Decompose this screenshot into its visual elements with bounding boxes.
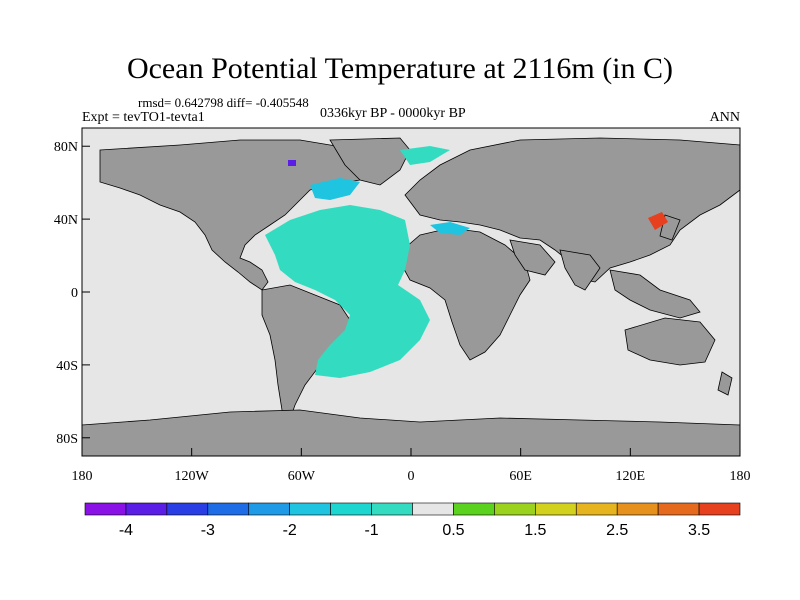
land-south-america <box>261 284 351 427</box>
colorbar-swatch-14 <box>657 502 700 516</box>
anomaly-purple-spot <box>288 160 296 166</box>
x-axis: 180 120W 60W 0 60E 120E 180 <box>72 448 751 484</box>
land-africa <box>399 227 531 361</box>
colorbar-swatch-12 <box>575 502 618 516</box>
anomaly-mediterranean <box>430 222 470 235</box>
anomaly-japan-sea <box>648 212 668 230</box>
y-tick-label-1: 40N <box>54 213 78 228</box>
colorbar-swatch-11 <box>535 502 577 516</box>
x-tick-label-4: 60E <box>509 469 532 484</box>
period-label: 0336kyr BP - 0000kyr BP <box>320 106 466 121</box>
y-axis: 80N 40N 0 40S 80S <box>54 140 90 447</box>
colorbar-swatch-7 <box>371 502 413 516</box>
anomaly-atlantic <box>265 205 430 378</box>
colorbar-swatch-10 <box>494 502 536 516</box>
colorbar-swatch-5 <box>289 502 331 516</box>
x-tick-label-1: 120W <box>175 469 210 484</box>
colorbar: -4 -3 -2 -1 0.5 1.5 2.5 3.5 <box>84 502 741 539</box>
y-tick-label-4: 80S <box>56 432 78 447</box>
y-tick-label-3: 40S <box>56 359 78 374</box>
colorbar-label-7: 3.5 <box>688 522 710 539</box>
x-tick-label-3: 0 <box>408 469 415 484</box>
x-tick-label-6: 180 <box>730 469 751 484</box>
colorbar-label-0: -4 <box>119 522 133 539</box>
season-label: ANN <box>709 110 740 125</box>
land-layer <box>81 137 741 457</box>
y-tick-label-0: 80N <box>54 140 78 155</box>
colorbar-swatch-0 <box>84 502 127 516</box>
colorbar-swatch-4 <box>248 502 290 516</box>
land-se-asia <box>609 269 701 319</box>
x-tick-label-2: 60W <box>288 469 316 484</box>
anomaly-arctic <box>400 146 450 165</box>
colorbar-swatch-13 <box>616 502 659 516</box>
x-tick-label-5: 120E <box>616 469 646 484</box>
land-arabia <box>509 239 556 276</box>
colorbar-swatch-8 <box>412 502 454 516</box>
colorbar-label-2: -2 <box>283 522 297 539</box>
stats-label: rmsd= 0.642798 diff= -0.405548 <box>138 95 309 110</box>
colorbar-swatch-1 <box>125 502 168 516</box>
land-eurasia <box>404 137 741 283</box>
land-australia <box>624 317 716 366</box>
colorbar-swatch-2 <box>166 502 209 516</box>
colorbar-swatch-15 <box>698 502 741 516</box>
experiment-label: Expt = tevTO1-tevta1 <box>82 110 205 125</box>
colorbar-label-5: 1.5 <box>524 522 546 539</box>
x-tick-label-0: 180 <box>72 469 93 484</box>
colorbar-label-6: 2.5 <box>606 522 628 539</box>
colorbar-swatch-9 <box>453 502 495 516</box>
anomaly-layer <box>265 146 668 378</box>
colorbar-swatch-6 <box>330 502 372 516</box>
colorbar-label-3: -1 <box>364 522 378 539</box>
colorbar-swatch-3 <box>207 502 250 516</box>
land-india <box>559 249 601 291</box>
colorbar-label-1: -3 <box>201 522 215 539</box>
land-new-zealand <box>717 371 733 396</box>
y-tick-label-2: 0 <box>71 286 78 301</box>
land-greenland <box>329 137 411 186</box>
anomaly-north-atlantic <box>310 178 360 200</box>
chart-title: Ocean Potential Temperature at 2116m (in… <box>126 52 674 85</box>
colorbar-label-4: 0.5 <box>442 522 464 539</box>
